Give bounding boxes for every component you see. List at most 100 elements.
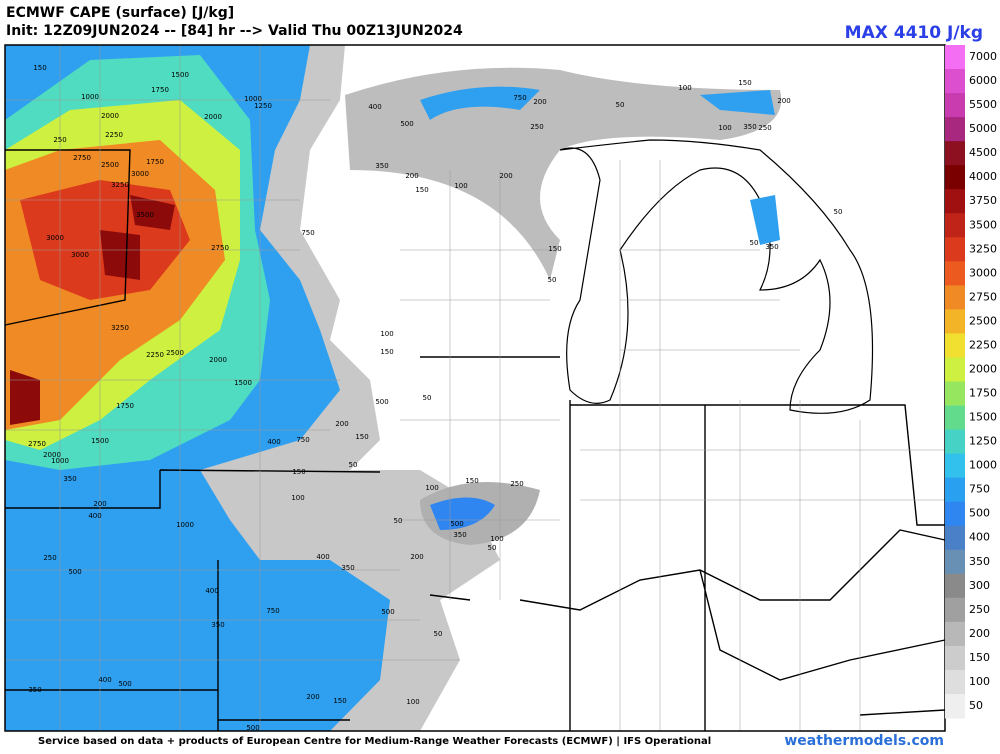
colorbar-label: 4500 (969, 146, 997, 159)
colorbar-swatch (945, 165, 965, 190)
contour-label: 50 (349, 461, 358, 469)
contour-label: 400 (267, 438, 280, 446)
colorbar-label: 400 (969, 531, 990, 544)
north-blue (420, 86, 775, 120)
colorbar-swatch (945, 237, 965, 262)
colorbar-swatch (945, 141, 965, 166)
credit: Service based on data + products of Euro… (38, 736, 711, 747)
colorbar-swatch (945, 357, 965, 382)
contour-label: 100 (718, 124, 731, 132)
colorbar-label: 5500 (969, 98, 997, 111)
contour-label: 200 (306, 693, 319, 701)
contour-label: 100 (425, 484, 438, 492)
contour-label: 250 (758, 124, 771, 132)
contour-label: 400 (368, 103, 381, 111)
contour-label: 100 (291, 494, 304, 502)
contour-label: 2250 (105, 131, 123, 139)
colorbar-label: 2750 (969, 290, 997, 303)
title: ECMWF CAPE (surface) [J/kg] (6, 5, 234, 21)
contour-label: 2750 (73, 154, 91, 162)
contour-label: 200 (335, 420, 348, 428)
contour-label: 250 (510, 480, 523, 488)
contour-label: 100 (454, 182, 467, 190)
contour-label: 50 (834, 208, 843, 216)
map (4, 44, 946, 732)
contour-label: 150 (380, 348, 393, 356)
contour-label: 350 (743, 123, 756, 131)
contour-label: 3250 (111, 324, 129, 332)
colorbar: 7000 6000 5500 5000 4500 4000 3750 3500 3250 3000… (945, 45, 997, 719)
colorbar-label: 1250 (969, 435, 997, 448)
contour-label: 150 (465, 477, 478, 485)
contour-label: 50 (488, 544, 497, 552)
contour-label: 150 (33, 64, 46, 72)
contour-label: 1000 (81, 93, 99, 101)
contour-label: 3000 (71, 251, 89, 259)
colorbar-label: 2500 (969, 314, 997, 327)
colorbar-swatch (945, 645, 965, 671)
contour-label: 500 (118, 680, 131, 688)
colorbar-swatch (945, 189, 965, 214)
contour-label: 400 (316, 553, 329, 561)
colorbar-label: 350 (969, 555, 990, 568)
contour-label: 1500 (91, 437, 109, 445)
contour-label: 350 (765, 243, 778, 251)
colorbar-swatch (945, 669, 965, 695)
colorbar-label: 1750 (969, 387, 997, 400)
colorbar-swatch (945, 117, 965, 142)
colorbar-swatch (945, 621, 965, 647)
contour-label: 200 (533, 98, 546, 106)
contour-label: 50 (434, 630, 443, 638)
contour-label: 250 (43, 554, 56, 562)
blue-blob (430, 497, 495, 530)
colorbar-swatch (945, 309, 965, 334)
colorbar-label: 3750 (969, 194, 997, 207)
colorbar-label: 4000 (969, 170, 997, 183)
contour-label: 3250 (111, 181, 129, 189)
colorbar-label: 1500 (969, 411, 997, 424)
darkred-area (10, 195, 175, 425)
colorbar-label: 3250 (969, 242, 997, 255)
contour-label: 1750 (151, 86, 169, 94)
contour-label: 150 (333, 697, 346, 705)
colorbar-swatch (945, 381, 965, 407)
contour-label: 2750 (211, 244, 229, 252)
contour-label: 200 (777, 97, 790, 105)
colorbar-swatch (945, 693, 965, 719)
colorbar-swatch (945, 93, 965, 118)
contour-label: 2000 (43, 451, 61, 459)
colorbar-swatch (945, 549, 965, 575)
contour-label: 1750 (146, 158, 164, 166)
contour-label: 350 (63, 475, 76, 483)
colorbar-label: 3000 (969, 266, 997, 279)
colorbar-swatch (945, 405, 965, 431)
colorbar-swatch (945, 429, 965, 455)
contour-label: 1250 (254, 102, 272, 110)
contour-label: 750 (301, 229, 314, 237)
contour-label: 50 (548, 276, 557, 284)
contour-label: 2000 (101, 112, 119, 120)
contour-label: 1500 (234, 379, 252, 387)
colorbar-swatch (945, 333, 965, 358)
contour-label: 400 (205, 587, 218, 595)
contour-label: 500 (400, 120, 413, 128)
contour-label: 750 (266, 607, 279, 615)
colorbar-label: 3500 (969, 218, 997, 231)
contour-label: 3500 (136, 211, 154, 219)
lake-blue (750, 195, 780, 245)
contour-label: 250 (53, 136, 66, 144)
contour-label: 500 (246, 724, 259, 732)
colorbar-label: 5000 (969, 122, 997, 135)
colorbar-label: 150 (969, 651, 990, 664)
subtitle: Init: 12Z09JUN2024 -- [84] hr --> Valid … (6, 23, 463, 39)
contour-label: 150 (738, 79, 751, 87)
colorbar-swatch (945, 285, 965, 310)
contour-label: 50 (394, 517, 403, 525)
contour-label: 150 (548, 245, 561, 253)
contour-label: 350 (341, 564, 354, 572)
contour-label: 500 (381, 608, 394, 616)
colorbar-label: 7000 (969, 50, 997, 63)
contour-label: 200 (93, 500, 106, 508)
contour-label: 1000 (244, 95, 262, 103)
